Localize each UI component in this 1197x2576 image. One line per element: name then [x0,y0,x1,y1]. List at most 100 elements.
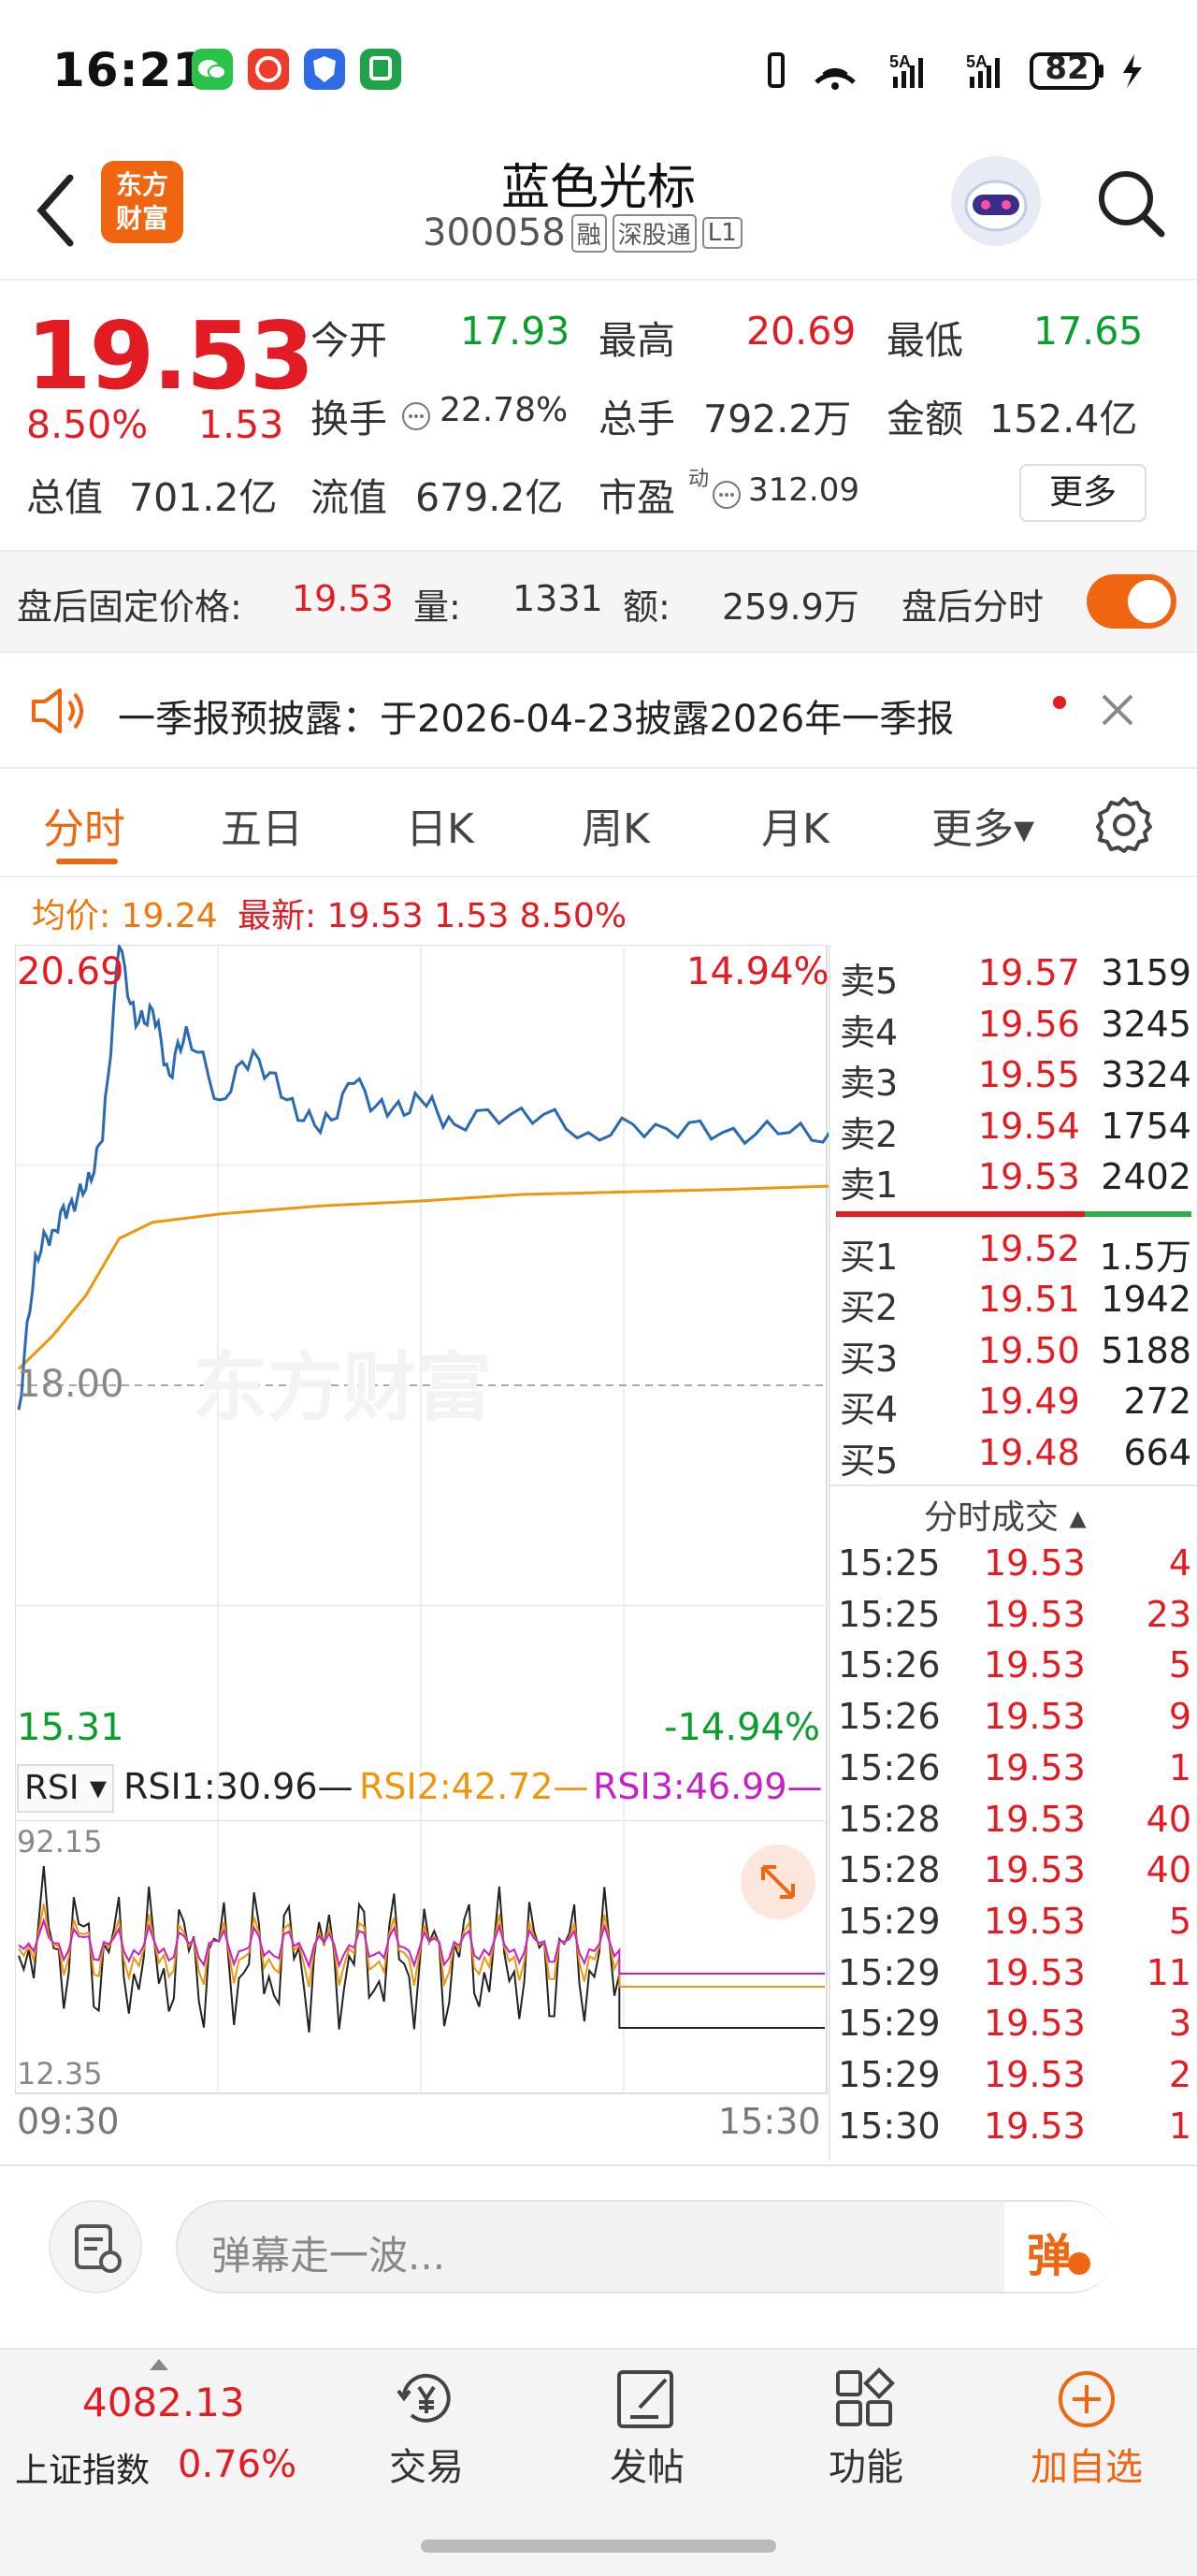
change-amount: 1.53 [198,402,284,447]
change-pct: 8.50% [26,402,149,447]
edit-icon[interactable] [612,2366,683,2432]
ask-label: 卖3 [840,1063,899,1104]
avg-price-label: 均价: 19.24 [32,897,218,935]
trade-price: 19.53 [984,1951,1086,1993]
danmu-input[interactable]: 弹幕走一波... 弹 [176,2200,1117,2294]
tab-active-indicator [56,859,118,864]
danmu-bar: 弹幕走一波... 弹 [0,2164,1197,2348]
mcap-value: 701.2亿 [129,475,278,520]
footer-toolbar: 4082.13 上证指数 0.76% [0,2348,1197,2576]
tab-more[interactable]: 更多▾ [931,805,1035,853]
danmu-button-label: 弹 [1027,2230,1073,2282]
pct-max-label: 14.94% [686,950,829,993]
close-icon[interactable] [1096,688,1139,731]
notice-bar[interactable]: 一季报预披露：于2026-04-23披露2026年一季报 [0,651,1197,769]
amount-label: 金额 [887,397,963,441]
trades-title[interactable]: 分时成交 ▴ [924,1498,1087,1537]
x-end-label: 15:30 [718,2101,821,2142]
notice-text: 一季报预披露：于2026-04-23披露2026年一季报 [118,698,955,741]
trade-row: 15:25 19.53 4 [830,1542,1197,1589]
tab-monthly-k[interactable]: 月K [761,805,829,853]
trade-price: 19.53 [984,1644,1086,1686]
ask-price: 19.55 [978,1054,1080,1095]
bid-row[interactable]: 买2 19.51 1942 [830,1279,1197,1328]
ask-row[interactable]: 卖1 19.53 2402 [830,1156,1197,1206]
volume-label: 总手 [598,397,675,441]
bid-row[interactable]: 买1 19.52 1.5万 [830,1227,1197,1278]
ask-row[interactable]: 卖2 19.54 1754 [830,1105,1197,1155]
rsi2-value: RSI2:42.72— [359,1766,589,1807]
mcap-label: 总值 [26,475,103,520]
bid-price: 19.52 [978,1227,1080,1269]
index-value[interactable]: 4082.13 [82,2380,245,2425]
status-time: 16:21 [52,43,207,97]
tab-five-day[interactable]: 五日 [221,805,303,853]
after-hours-bar: 盘后固定价格: 19.53 量: 1331 额: 259.9万 盘后分时 [0,550,1197,651]
robot-avatar-icon[interactable] [945,150,1047,253]
chart-area: 均价: 19.24 最新: 19.53 1.53 8.50% 东方财富 20.6… [0,877,1197,2164]
trade-price: 19.53 [984,2054,1086,2095]
high-label: 最高 [598,318,675,363]
add-watchlist-label[interactable]: 加自选 [1031,2446,1143,2489]
ask-price: 19.56 [978,1003,1080,1045]
trade-time: 15:29 [838,1951,941,1993]
trade-price: 19.53 [984,1746,1086,1788]
after-timeline-label: 盘后分时 [901,586,1045,628]
search-icon[interactable] [1094,166,1169,241]
speaker-icon [32,688,83,733]
high-value: 20.69 [746,309,857,354]
ask-price: 19.57 [978,952,1080,993]
post-label[interactable]: 发帖 [610,2446,685,2489]
bid-price: 19.48 [978,1431,1080,1473]
after-hours-toggle[interactable] [1087,574,1176,629]
ask-row[interactable]: 卖5 19.57 3159 [830,952,1197,1002]
x-start-label: 09:30 [17,2101,120,2142]
rsi-chart[interactable] [15,1820,829,2095]
info-dots-icon[interactable] [400,400,432,432]
tab-intraday[interactable]: 分时 [43,805,125,853]
expand-button[interactable] [741,1845,815,1919]
grid-icon[interactable] [830,2366,901,2432]
gear-icon[interactable] [1094,795,1154,855]
bid-volume: 5188 [1101,1329,1191,1371]
low-value: 17.65 [1033,309,1144,354]
battery-level: 82 [1045,50,1089,87]
ask-row[interactable]: 卖3 19.55 3324 [830,1054,1197,1104]
bid-row[interactable]: 买5 19.48 664 [830,1431,1197,1482]
ask-label: 卖1 [840,1165,899,1206]
comment-settings-button[interactable] [49,2200,142,2294]
function-label[interactable]: 功能 [829,2446,903,2489]
open-value: 17.93 [460,309,570,354]
intraday-chart[interactable]: 东方财富 [15,945,829,1828]
trade-row: 15:28 19.53 40 [830,1799,1197,1845]
turnover-label: 换手 [310,397,387,441]
trade-volume: 5 [1168,1644,1191,1686]
danmu-send-button[interactable]: 弹 [1004,2202,1117,2292]
trade-row: 15:29 19.53 11 [830,1952,1197,1999]
after-amt-label: 额: [623,586,671,628]
yen-icon[interactable] [391,2366,462,2432]
price-line [17,945,829,1411]
tab-daily-k[interactable]: 日K [406,805,474,853]
trade-label[interactable]: 交易 [389,2446,464,2489]
bid-row[interactable]: 买4 19.49 272 [830,1381,1197,1430]
indicator-selector[interactable]: RSI ▾ [17,1764,114,1813]
back-icon[interactable] [28,168,84,253]
ask-price: 19.53 [978,1156,1080,1197]
more-button[interactable]: 更多 [1019,464,1147,522]
tab-weekly-k[interactable]: 周K [582,805,650,853]
volume-value: 792.2万 [703,397,852,441]
bid-row[interactable]: 买3 19.50 5188 [830,1329,1197,1380]
low-label: 最低 [887,318,963,363]
app-icon-green [360,49,401,90]
bid-ask-ratio-bar [836,1210,1191,1217]
info-dots-icon[interactable] [711,479,743,511]
plus-circle-icon[interactable] [1051,2366,1122,2432]
stock-name: 蓝色光标 [500,160,696,216]
ask-volume: 1754 [1101,1105,1191,1147]
ask-row[interactable]: 卖4 19.56 3245 [830,1003,1197,1053]
index-name[interactable]: 上证指数 [15,2452,151,2490]
svg-text:5A: 5A [889,52,911,71]
after-amt: 259.9万 [722,586,859,628]
eastmoney-logo: 东方 财富 [101,161,183,243]
